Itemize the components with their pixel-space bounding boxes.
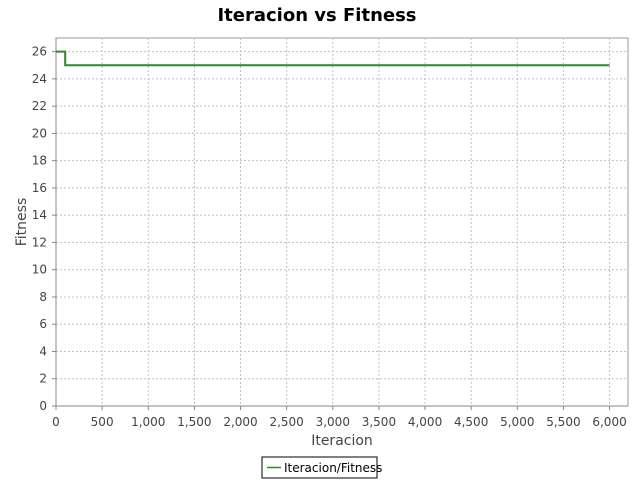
y-tick-label: 10: [32, 263, 47, 277]
plot-area: [55, 37, 629, 407]
x-tick-label: 1,000: [131, 415, 165, 429]
legend: Iteracion/Fitness: [261, 456, 382, 479]
y-tick-label: 0: [39, 399, 47, 413]
y-tick-label: 18: [32, 154, 47, 168]
x-tick-label: 3,500: [362, 415, 396, 429]
x-tick-label: 500: [91, 415, 114, 429]
legend-label: Iteracion/Fitness: [284, 461, 382, 475]
y-tick-label: 2: [39, 372, 47, 386]
x-tick-label: 4,000: [408, 415, 442, 429]
x-tick-label: 3,000: [316, 415, 350, 429]
x-tick-label: 2,500: [269, 415, 303, 429]
y-tick-label: 26: [32, 45, 47, 59]
y-axis-label: Fitness: [14, 198, 30, 247]
grid-lines: [56, 38, 628, 406]
y-tick-label: 20: [32, 126, 47, 140]
x-tick-label: 1,500: [177, 415, 211, 429]
x-tick-label: 2,000: [223, 415, 257, 429]
y-tick-label: 16: [32, 181, 47, 195]
y-tick-label: 14: [32, 208, 47, 222]
series-lines: [56, 50, 610, 67]
y-tick-label: 8: [39, 290, 47, 304]
x-tick-label: 6,000: [592, 415, 626, 429]
y-tick-label: 12: [32, 235, 47, 249]
y-tick-label: 6: [39, 317, 47, 331]
x-tick-label: 5,000: [500, 415, 534, 429]
x-tick-label: 4,500: [454, 415, 488, 429]
legend-box: [261, 456, 378, 479]
chart-title: Iteracion vs Fitness: [217, 5, 416, 26]
x-axis-label: Iteracion: [311, 433, 373, 449]
y-tick-label: 22: [32, 99, 47, 113]
series-line: [56, 50, 610, 67]
y-tick-label: 4: [39, 344, 47, 358]
axes: [55, 38, 628, 407]
x-tick-label: 5,500: [546, 415, 580, 429]
x-ticks: 0 500 1,000 1,500 2,000 2,500 3,000 3,500 4,000 4…: [52, 406, 627, 429]
y-tick-label: 24: [32, 72, 47, 86]
x-tick-label: 0: [52, 415, 60, 429]
